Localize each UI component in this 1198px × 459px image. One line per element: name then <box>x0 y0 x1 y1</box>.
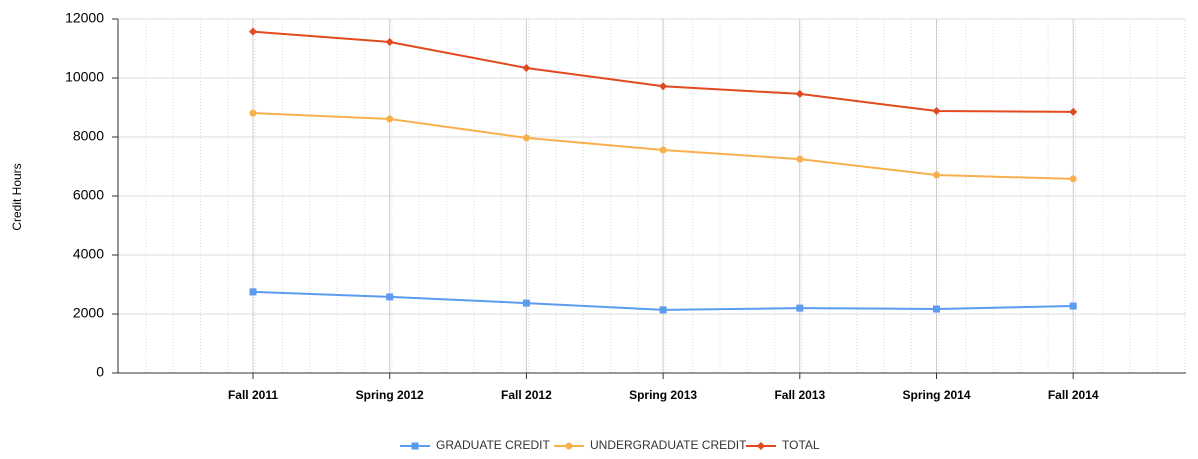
point <box>522 299 530 307</box>
point <box>1069 107 1078 116</box>
y-tick-label: 10000 <box>65 69 104 85</box>
point <box>932 107 941 116</box>
point <box>249 288 257 296</box>
point <box>522 134 530 142</box>
y-tick-label: 0 <box>96 364 104 380</box>
point <box>386 115 394 123</box>
y-axis-label: Credit Hours <box>10 163 24 230</box>
point <box>249 27 257 36</box>
point <box>933 305 940 313</box>
point <box>522 63 531 72</box>
point <box>933 171 940 179</box>
point <box>795 89 804 98</box>
point <box>411 442 419 450</box>
point <box>659 146 667 154</box>
point <box>659 306 667 314</box>
point <box>386 293 394 301</box>
point <box>249 109 257 117</box>
point <box>757 442 765 450</box>
point <box>1069 175 1077 183</box>
x-tick-label: Fall 2013 <box>774 388 825 402</box>
y-tick-label: 4000 <box>73 246 104 262</box>
x-tick-label: Spring 2013 <box>629 388 697 402</box>
legend-label: GRADUATE CREDIT <box>436 438 550 452</box>
point <box>385 38 394 47</box>
point <box>565 442 573 450</box>
x-tick-label: Spring 2014 <box>902 388 970 402</box>
point <box>796 155 804 163</box>
point <box>796 304 804 312</box>
y-tick-label: 12000 <box>65 10 104 26</box>
y-tick-label: 2000 <box>73 305 104 321</box>
y-tick-label: 8000 <box>73 128 104 144</box>
x-tick-label: Fall 2012 <box>501 388 552 402</box>
legend-label: UNDERGRADUATE CREDIT <box>590 438 747 452</box>
x-tick-label: Spring 2012 <box>356 388 424 402</box>
x-tick-label: Fall 2011 <box>228 388 278 402</box>
point <box>1069 302 1077 310</box>
legend-label: TOTAL <box>782 438 820 452</box>
point <box>659 82 668 91</box>
x-tick-label: Fall 2014 <box>1048 388 1099 402</box>
y-tick-label: 6000 <box>73 187 104 203</box>
